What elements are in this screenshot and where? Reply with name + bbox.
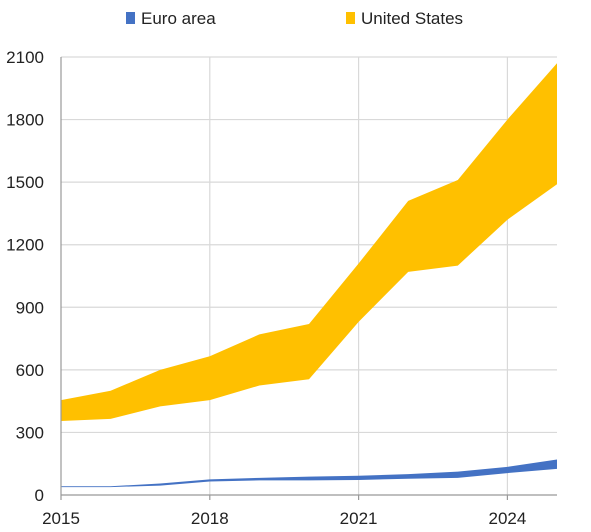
legend-label-united-states: United States <box>361 9 463 28</box>
y-tick-label: 0 <box>35 486 44 505</box>
series-layer <box>61 63 557 488</box>
y-tick-label: 1200 <box>6 236 44 255</box>
x-tick-label: 2018 <box>191 509 229 528</box>
series-band-euro-area <box>61 459 557 488</box>
legend-swatch-united-states <box>346 12 355 24</box>
y-tick-label: 1500 <box>6 173 44 192</box>
y-tick-label: 600 <box>16 361 44 380</box>
legend-swatch-euro-area <box>126 12 135 24</box>
x-tick-label: 2015 <box>42 509 80 528</box>
x-tick-label: 2024 <box>488 509 526 528</box>
y-tick-label: 900 <box>16 298 44 317</box>
axis-layer: 0 300 600 900 1200 1500 1800 2100 2015 2018 2021 20… <box>6 48 557 528</box>
legend-label-euro-area: Euro area <box>141 9 216 28</box>
y-tick-label: 300 <box>16 423 44 442</box>
y-tick-label: 2100 <box>6 48 44 67</box>
series-band-united-states <box>61 63 557 421</box>
grid-layer <box>61 56 557 495</box>
x-tick-label: 2021 <box>340 509 378 528</box>
y-tick-label: 1800 <box>6 111 44 130</box>
legend: Euro area United States <box>126 9 463 28</box>
